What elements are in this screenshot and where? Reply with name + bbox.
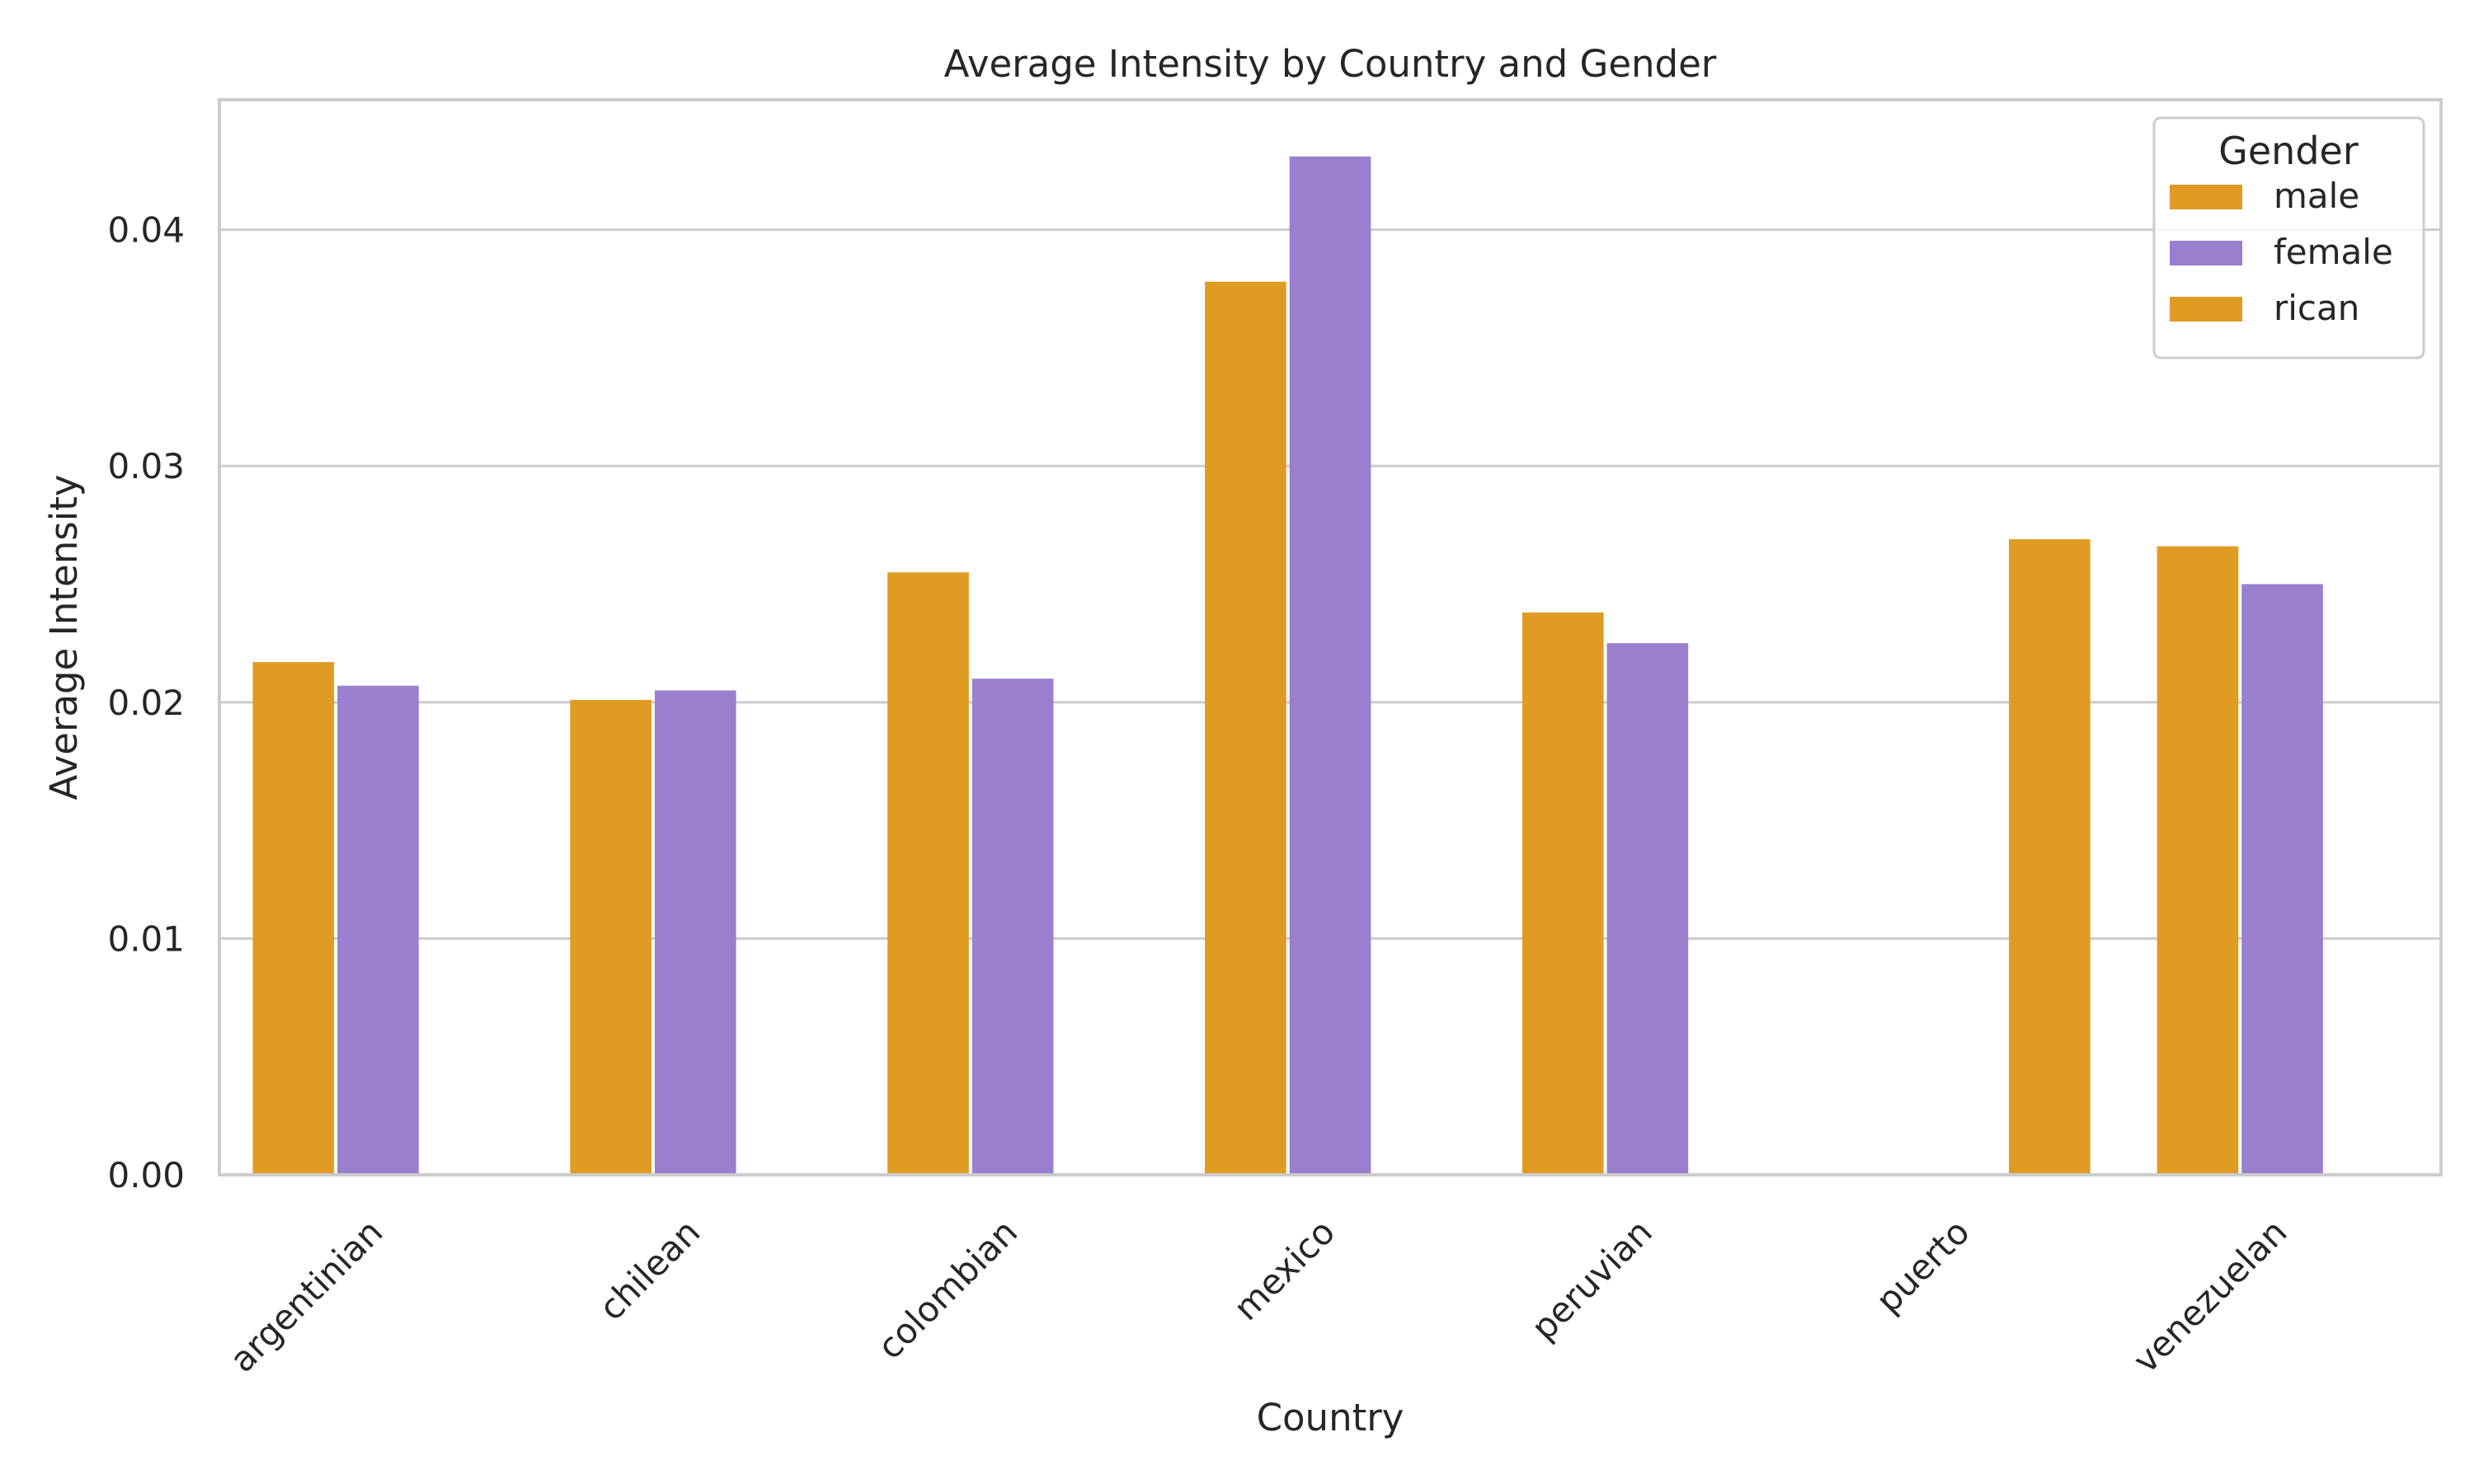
y-tick-label: 0.03	[107, 446, 185, 486]
y-axis-ticks: 0.00 0.01 0.02 0.03 0.04	[107, 210, 185, 1195]
x-tick-label: puerto	[1868, 1211, 1978, 1321]
x-tick-label: colombian	[870, 1211, 1026, 1367]
x-tick-label: argentinian	[222, 1211, 390, 1379]
y-tick-label: 0.01	[107, 918, 185, 959]
x-tick-label: mexico	[1225, 1211, 1343, 1328]
y-axis-label: Average Intensity	[42, 475, 86, 801]
bar-rican-puerto	[2009, 539, 2091, 1175]
y-tick-label: 0.02	[107, 683, 185, 723]
bar-female-argentinian	[337, 685, 419, 1175]
x-axis-label: Country	[1257, 1396, 1404, 1439]
bar-male-peruvian	[1522, 612, 1604, 1175]
bar-female-mexico	[1289, 156, 1371, 1175]
legend-swatch-female	[2170, 241, 2242, 265]
legend-title: Gender	[2218, 129, 2359, 173]
y-tick-label: 0.00	[107, 1155, 185, 1195]
bar-female-chilean	[654, 690, 736, 1175]
bar-male-argentinian	[252, 662, 335, 1175]
bar-male-colombian	[887, 572, 969, 1175]
bar-male-chilean	[570, 699, 651, 1175]
x-axis-ticks: argentinian chilean colombian mexico peruvia…	[222, 1211, 2295, 1381]
legend-swatch-rican	[2170, 297, 2242, 322]
bar-male-venezuelan	[2157, 546, 2239, 1175]
legend-label-male: male	[2274, 176, 2359, 216]
chart-title: Average Intensity by Country and Gender	[944, 42, 1717, 86]
x-tick-label: peruvian	[1523, 1211, 1660, 1348]
legend-label-rican: rican	[2274, 288, 2359, 328]
bar-male-mexico	[1205, 281, 1286, 1176]
bar-female-colombian	[971, 679, 1054, 1175]
y-tick-label: 0.04	[107, 210, 185, 251]
bar-female-peruvian	[1606, 643, 1689, 1175]
plot-frame	[218, 98, 2443, 1176]
legend-swatch-male	[2170, 185, 2242, 209]
bar-female-venezuelan	[2241, 584, 2323, 1175]
legend-label-female: female	[2274, 232, 2393, 272]
x-tick-label: chilean	[591, 1211, 708, 1328]
bars	[252, 156, 2323, 1176]
x-tick-label: venezuelan	[2125, 1211, 2295, 1381]
legend: Gender male female rican	[2152, 116, 2425, 359]
